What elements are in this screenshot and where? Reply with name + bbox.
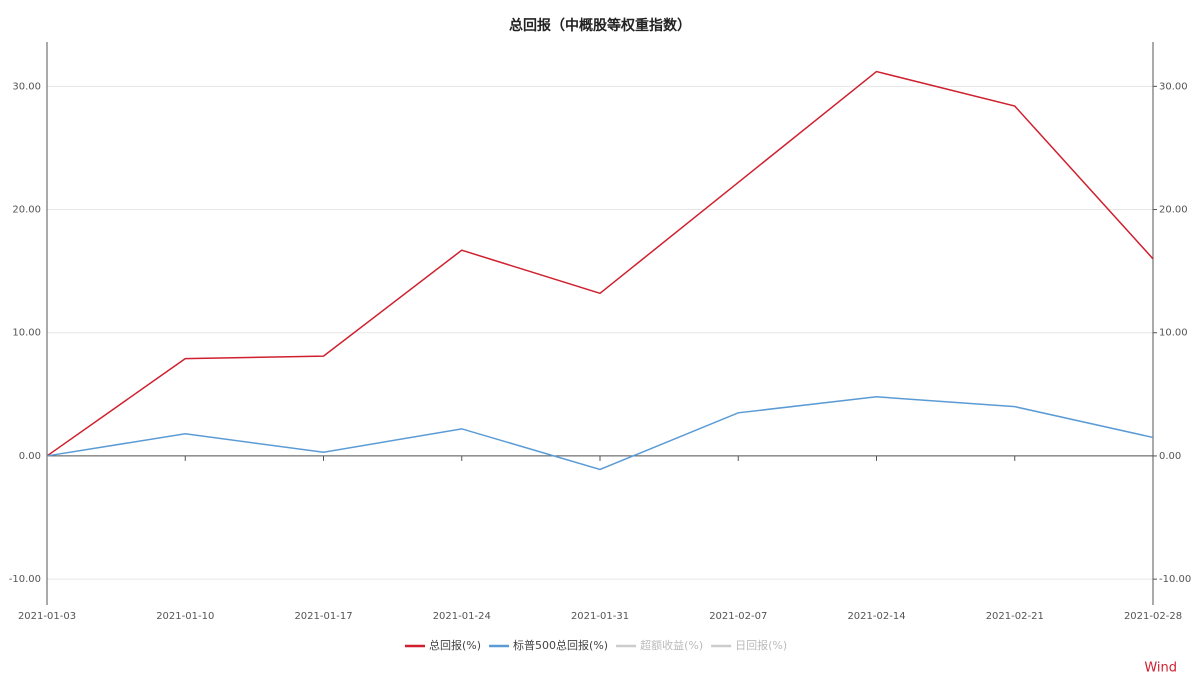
- x-tick-label: 2021-01-10: [156, 611, 214, 622]
- x-tick-label: 2021-01-31: [571, 611, 629, 622]
- y-tick-label: 0.00: [19, 451, 41, 462]
- y-tick-label: 30.00: [12, 81, 41, 92]
- y2-tick-label: 20.00: [1159, 205, 1188, 216]
- x-tick-label: 2021-01-03: [18, 611, 76, 622]
- y-tick-label: -10.00: [9, 574, 41, 585]
- y2-tick-label: 30.00: [1159, 81, 1188, 92]
- y2-tick-label: -10.00: [1159, 574, 1191, 585]
- x-tick-label: 2021-02-21: [986, 611, 1044, 622]
- line-series: [46, 396, 1154, 471]
- y2-tick-label: 0.00: [1159, 451, 1181, 462]
- legend-label: 标普500总回报(%): [513, 638, 608, 652]
- x-tick-label: 2021-01-24: [433, 611, 491, 622]
- legend-label: 总回报(%): [429, 638, 481, 652]
- source: Wind: [1144, 661, 1177, 676]
- x-tick-label: 2021-02-14: [847, 611, 905, 622]
- y-tick-label: 20.00: [12, 205, 41, 216]
- legend-label: 日回报(%): [735, 638, 787, 652]
- chart-title: 总回报（中概股等权重指数）: [509, 17, 691, 34]
- x-tick-label: 2021-02-28: [1124, 611, 1182, 622]
- y-tick-label: 10.00: [12, 328, 41, 339]
- line-series: [46, 70, 1154, 457]
- legend-label: 超额收益(%): [640, 638, 703, 652]
- x-tick-label: 2021-02-07: [709, 611, 767, 622]
- y2-tick-label: 10.00: [1159, 328, 1188, 339]
- x-tick-label: 2021-01-17: [294, 611, 352, 622]
